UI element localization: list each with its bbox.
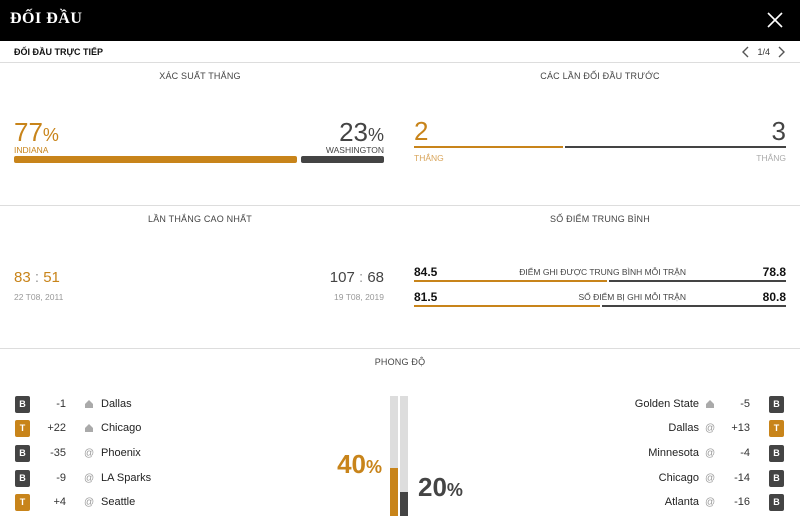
at-icon: @: [705, 448, 716, 459]
score-diff: -4: [740, 447, 750, 459]
away-wins-bar: [565, 146, 786, 148]
away-win-bar: [301, 156, 384, 163]
home-win-pct: 77%: [14, 117, 59, 147]
result-badge: T: [15, 420, 30, 437]
avg-away-value: 80.8: [762, 290, 786, 304]
result-badge: T: [769, 420, 784, 437]
previous-meetings-title: CÁC LẦN ĐỐI ĐẦU TRƯỚC: [540, 71, 660, 81]
win-probability-title: XÁC SUẤT THẮNG: [159, 71, 241, 81]
avg-home-value: 81.5: [414, 290, 438, 304]
score-diff: -16: [734, 496, 750, 508]
opponent-name: Golden State: [634, 398, 699, 410]
score-diff: -9: [56, 472, 66, 484]
at-icon: @: [84, 448, 95, 459]
at-icon: @: [84, 473, 95, 484]
pager: 1/4: [741, 45, 786, 59]
at-icon: @: [705, 497, 716, 508]
score-diff: +4: [53, 496, 66, 508]
result-badge: B: [15, 445, 30, 462]
biggest-win-title: LẦN THẮNG CAO NHẤT: [148, 214, 252, 224]
at-icon: @: [84, 497, 95, 508]
avg-away-bar: [602, 305, 786, 307]
opponent-name: Chicago: [658, 472, 699, 484]
away-biggest-win-date: 19 T08, 2019: [334, 292, 384, 302]
home-icon: [84, 423, 94, 436]
away-wins-label: THẮNG: [756, 153, 786, 163]
home-form-track: [390, 396, 398, 516]
opponent-name: Minnesota: [648, 447, 699, 459]
page-title: ĐỐI ĐẦU: [10, 10, 83, 27]
away-team-label: WASHINGTON: [325, 145, 384, 155]
opponent-name: LA Sparks: [101, 472, 152, 484]
opponent-name: Dallas: [668, 422, 699, 434]
result-badge: B: [769, 494, 784, 511]
divider: [0, 348, 800, 349]
score-diff: +22: [47, 422, 66, 434]
away-form-fill: [400, 492, 408, 516]
avg-away-value: 78.8: [762, 265, 786, 279]
away-biggest-win-score: 107 : 68: [329, 269, 384, 286]
at-icon: @: [705, 473, 716, 484]
away-wins-count: 3: [771, 116, 786, 146]
chevron-right-icon[interactable]: [776, 45, 786, 59]
result-badge: B: [769, 470, 784, 487]
result-badge: B: [15, 470, 30, 487]
opponent-name: Phoenix: [101, 447, 141, 459]
result-badge: B: [15, 396, 30, 413]
score-diff: -5: [740, 398, 750, 410]
result-badge: B: [769, 445, 784, 462]
home-icon: [84, 399, 94, 412]
score-diff: +13: [731, 422, 750, 434]
top-bar: ĐỐI ĐẦU: [0, 0, 800, 41]
opponent-name: Chicago: [101, 422, 142, 434]
avg-away-bar: [609, 280, 786, 282]
average-points-title: SỐ ĐIỂM TRUNG BÌNH: [550, 214, 650, 224]
close-icon[interactable]: [764, 9, 786, 31]
home-team-label: INDIANA: [14, 145, 49, 155]
form-title: PHONG ĐỘ: [374, 357, 426, 367]
opponent-name: Dallas: [101, 398, 132, 410]
avg-home-value: 84.5: [414, 265, 438, 279]
avg-home-bar: [414, 280, 607, 282]
sub-header: ĐỐI ĐẦU TRỰC TIẾP 1/4: [0, 41, 800, 63]
home-biggest-win-score: 83 : 51: [14, 269, 60, 286]
avg-stat-label: ĐIỂM GHI ĐƯỢC TRUNG BÌNH MỖI TRẬN: [519, 267, 686, 277]
home-biggest-win-date: 22 T08, 2011: [14, 292, 64, 302]
home-wins-label: THẮNG: [414, 153, 444, 163]
avg-home-bar: [414, 305, 600, 307]
chevron-left-icon[interactable]: [741, 45, 751, 59]
away-form-pct: 20%: [418, 472, 463, 502]
opponent-name: Atlanta: [664, 496, 699, 508]
divider: [0, 205, 800, 206]
opponent-name: Seattle: [101, 496, 136, 508]
at-icon: @: [705, 423, 716, 434]
score-diff: -1: [56, 398, 66, 410]
home-icon: [705, 399, 715, 412]
home-wins-count: 2: [414, 116, 429, 146]
avg-stat-label: SỐ ĐIỂM BỊ GHI MỖI TRẬN: [578, 292, 686, 302]
home-win-bar: [14, 156, 297, 163]
home-wins-bar: [414, 146, 563, 148]
away-win-pct: 23%: [339, 117, 384, 147]
score-diff: -35: [50, 447, 66, 459]
away-form-track: [400, 396, 408, 516]
result-badge: B: [769, 396, 784, 413]
pager-label: 1/4: [757, 47, 770, 57]
home-form-pct: 40%: [337, 449, 382, 479]
home-form-fill: [390, 468, 398, 516]
section-label: ĐỐI ĐẦU TRỰC TIẾP: [14, 47, 103, 57]
result-badge: T: [15, 494, 30, 511]
score-diff: -14: [734, 472, 750, 484]
